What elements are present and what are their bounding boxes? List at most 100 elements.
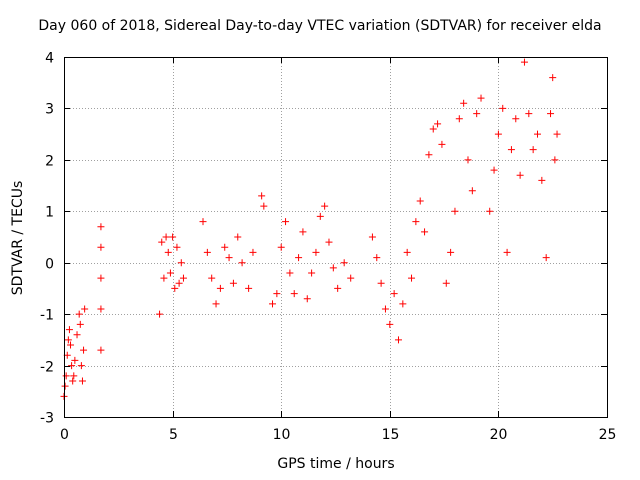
data-point (76, 320, 84, 328)
data-point (347, 274, 355, 282)
x-tick-label: 5 (169, 427, 178, 443)
data-point (234, 233, 242, 241)
data-point (97, 223, 105, 231)
data-point (499, 104, 507, 112)
data-point (312, 248, 320, 256)
data-point (516, 171, 524, 179)
data-point (77, 362, 85, 370)
data-point (390, 290, 398, 298)
data-point (316, 212, 324, 220)
data-point (282, 218, 290, 226)
data-point (549, 74, 557, 82)
data-point (286, 269, 294, 277)
y-tick-label: -1 (40, 308, 54, 324)
data-point (175, 279, 183, 287)
data-point (308, 269, 316, 277)
data-point (447, 248, 455, 256)
data-point (425, 151, 433, 159)
data-point (269, 300, 277, 308)
data-point (67, 341, 75, 349)
data-point (386, 320, 394, 328)
y-tick-label: 2 (45, 154, 54, 170)
data-point (455, 115, 463, 123)
data-point (164, 248, 172, 256)
data-point (553, 130, 561, 138)
data-point (525, 110, 533, 118)
data-point (442, 279, 450, 287)
data-point (486, 207, 494, 215)
y-tick-label: 4 (45, 51, 54, 67)
data-point (179, 274, 187, 282)
data-point (158, 238, 166, 246)
x-tick-label: 20 (490, 427, 508, 443)
data-point (212, 300, 220, 308)
data-point (199, 218, 207, 226)
data-point (529, 146, 537, 154)
grid (64, 57, 607, 417)
data-point (303, 295, 311, 303)
data-point (533, 130, 541, 138)
x-tick-label: 0 (60, 427, 69, 443)
data-point (381, 305, 389, 313)
data-point (464, 156, 472, 164)
data-point (408, 274, 416, 282)
axis-ticks: 0 5 10 15 20 25 -3 -2 -1 0 1 2 3 4 (40, 51, 616, 444)
data-point (80, 346, 88, 354)
data-point (277, 243, 285, 251)
data-point (329, 264, 337, 272)
data-point (75, 310, 83, 318)
x-tick-label: 15 (382, 427, 400, 443)
plot-frame (64, 57, 608, 418)
y-tick-label: 3 (45, 102, 54, 118)
data-point (169, 233, 177, 241)
data-point (258, 192, 266, 200)
data-point (65, 326, 73, 334)
data-point (245, 284, 253, 292)
data-point (69, 377, 77, 385)
data-point (208, 274, 216, 282)
data-point (477, 94, 485, 102)
data-point (547, 110, 555, 118)
data-point (321, 202, 329, 210)
x-tick-label: 25 (599, 427, 617, 443)
data-point (225, 254, 233, 262)
data-point (249, 248, 257, 256)
data-point (394, 336, 402, 344)
data-point (216, 284, 224, 292)
data-point (429, 125, 437, 133)
data-point (551, 156, 559, 164)
chart-title: Day 060 of 2018, Sidereal Day-to-day VTE… (38, 18, 602, 34)
data-point (171, 284, 179, 292)
data-point (160, 274, 168, 282)
data-point (173, 243, 181, 251)
data-point (299, 228, 307, 236)
data-point (340, 259, 348, 267)
data-point (399, 300, 407, 308)
data-point (238, 259, 246, 267)
data-point (81, 305, 89, 313)
y-tick-label: -2 (40, 360, 54, 376)
data-point (416, 197, 424, 205)
data-point (434, 120, 442, 128)
data-point (70, 372, 78, 380)
data-point (295, 254, 303, 262)
data-point (73, 331, 81, 339)
data-point (438, 140, 446, 148)
y-axis-label: SDTVAR / TECUs (10, 180, 26, 296)
data-point (221, 243, 229, 251)
y-tick-label: 0 (45, 257, 54, 273)
data-point (229, 279, 237, 287)
data-point (503, 248, 511, 256)
data-point (97, 243, 105, 251)
data-point (166, 269, 174, 277)
data-point (325, 238, 333, 246)
data-point (71, 356, 79, 364)
data-point (494, 130, 502, 138)
data-point (97, 305, 105, 313)
data-point (460, 99, 468, 107)
data-point (64, 336, 72, 344)
data-point (368, 233, 376, 241)
data-point (412, 218, 420, 226)
data-point (156, 310, 164, 318)
